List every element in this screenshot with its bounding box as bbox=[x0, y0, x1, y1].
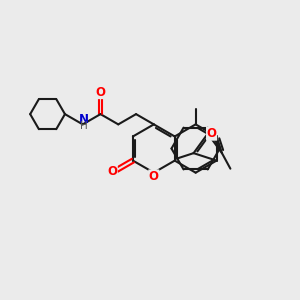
Text: H: H bbox=[80, 121, 88, 130]
Text: N: N bbox=[79, 113, 89, 127]
Text: O: O bbox=[149, 170, 159, 183]
Text: O: O bbox=[95, 85, 106, 98]
Text: O: O bbox=[107, 165, 117, 178]
Text: O: O bbox=[207, 127, 217, 140]
